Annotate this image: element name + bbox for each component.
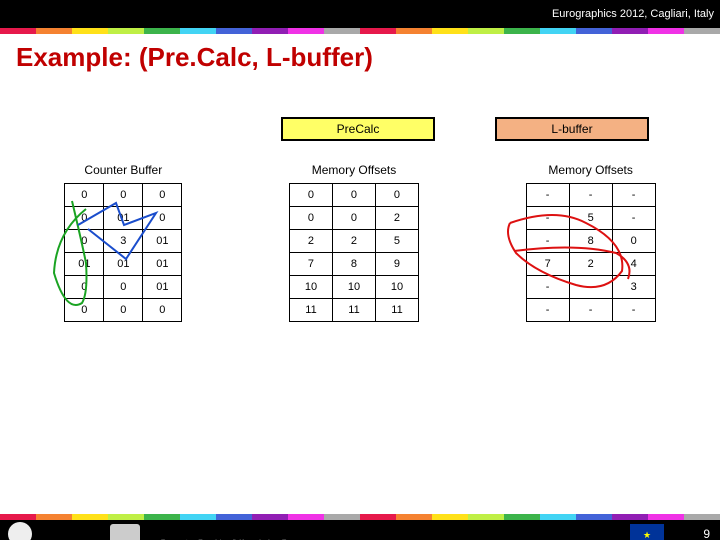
cell: 4 [612,253,655,276]
slide-number: 9 [703,527,710,540]
cell: - [569,276,612,299]
cell: 2 [375,207,418,230]
cell: 11 [332,299,375,322]
cell: 5 [569,207,612,230]
cell: 2 [569,253,612,276]
label-memoff-2: Memory Offsets [526,163,656,177]
cell: 5 [375,230,418,253]
cell: 0 [65,230,104,253]
cell: - [612,184,655,207]
cell: 01 [143,276,182,299]
cell: 0 [289,207,332,230]
logo-cgrg [110,524,140,540]
table-counter: Counter Buffer 000001003010101010001000 [64,163,182,322]
cell: 0 [332,207,375,230]
cell: 10 [332,276,375,299]
header-text: Eurographics 2012, Cagliari, Italy [552,8,714,20]
cell: 0 [332,184,375,207]
eu-flag: ★ [630,524,664,540]
cell: 01 [65,253,104,276]
cell: 8 [332,253,375,276]
cell: 0 [104,276,143,299]
cell: - [526,184,569,207]
cell: 7 [289,253,332,276]
label-counter: Counter Buffer [64,163,182,177]
box-precalc: PreCalc [281,117,435,141]
cell: - [569,184,612,207]
table-memoff-1: Memory Offsets 000002225789101010111111 [289,163,419,322]
cell: 0 [65,184,104,207]
cell: 2 [332,230,375,253]
cell: 3 [612,276,655,299]
table-memoff-2: Memory Offsets ----5--80724--3--- [526,163,656,322]
cell: 0 [143,207,182,230]
cell: 0 [104,299,143,322]
cell: 01 [143,230,182,253]
cell: - [569,299,612,322]
label-memoff-1: Memory Offsets [289,163,419,177]
cell: 7 [526,253,569,276]
cell: 2 [289,230,332,253]
cell: 0 [143,184,182,207]
cell: - [526,207,569,230]
cell: 0 [65,207,104,230]
cell: 0 [65,276,104,299]
cell: - [526,299,569,322]
cell: 01 [143,253,182,276]
cell: - [612,207,655,230]
cell: 10 [289,276,332,299]
slide-title: Example: (Pre.Calc, L-buffer) [16,42,704,73]
cell: 0 [104,184,143,207]
box-lbuffer: L-buffer [495,117,649,141]
cell: 0 [375,184,418,207]
logo-left [8,522,32,540]
cell: 11 [375,299,418,322]
cell: - [612,299,655,322]
cell: - [526,276,569,299]
cell: 0 [289,184,332,207]
cell: 10 [375,276,418,299]
cell: 0 [143,299,182,322]
cell: 0 [65,299,104,322]
cell: 11 [289,299,332,322]
cell: 8 [569,230,612,253]
cell: 01 [104,207,143,230]
cell: 9 [375,253,418,276]
cell: 0 [612,230,655,253]
cell: - [526,230,569,253]
cell: 01 [104,253,143,276]
cell: 3 [104,230,143,253]
